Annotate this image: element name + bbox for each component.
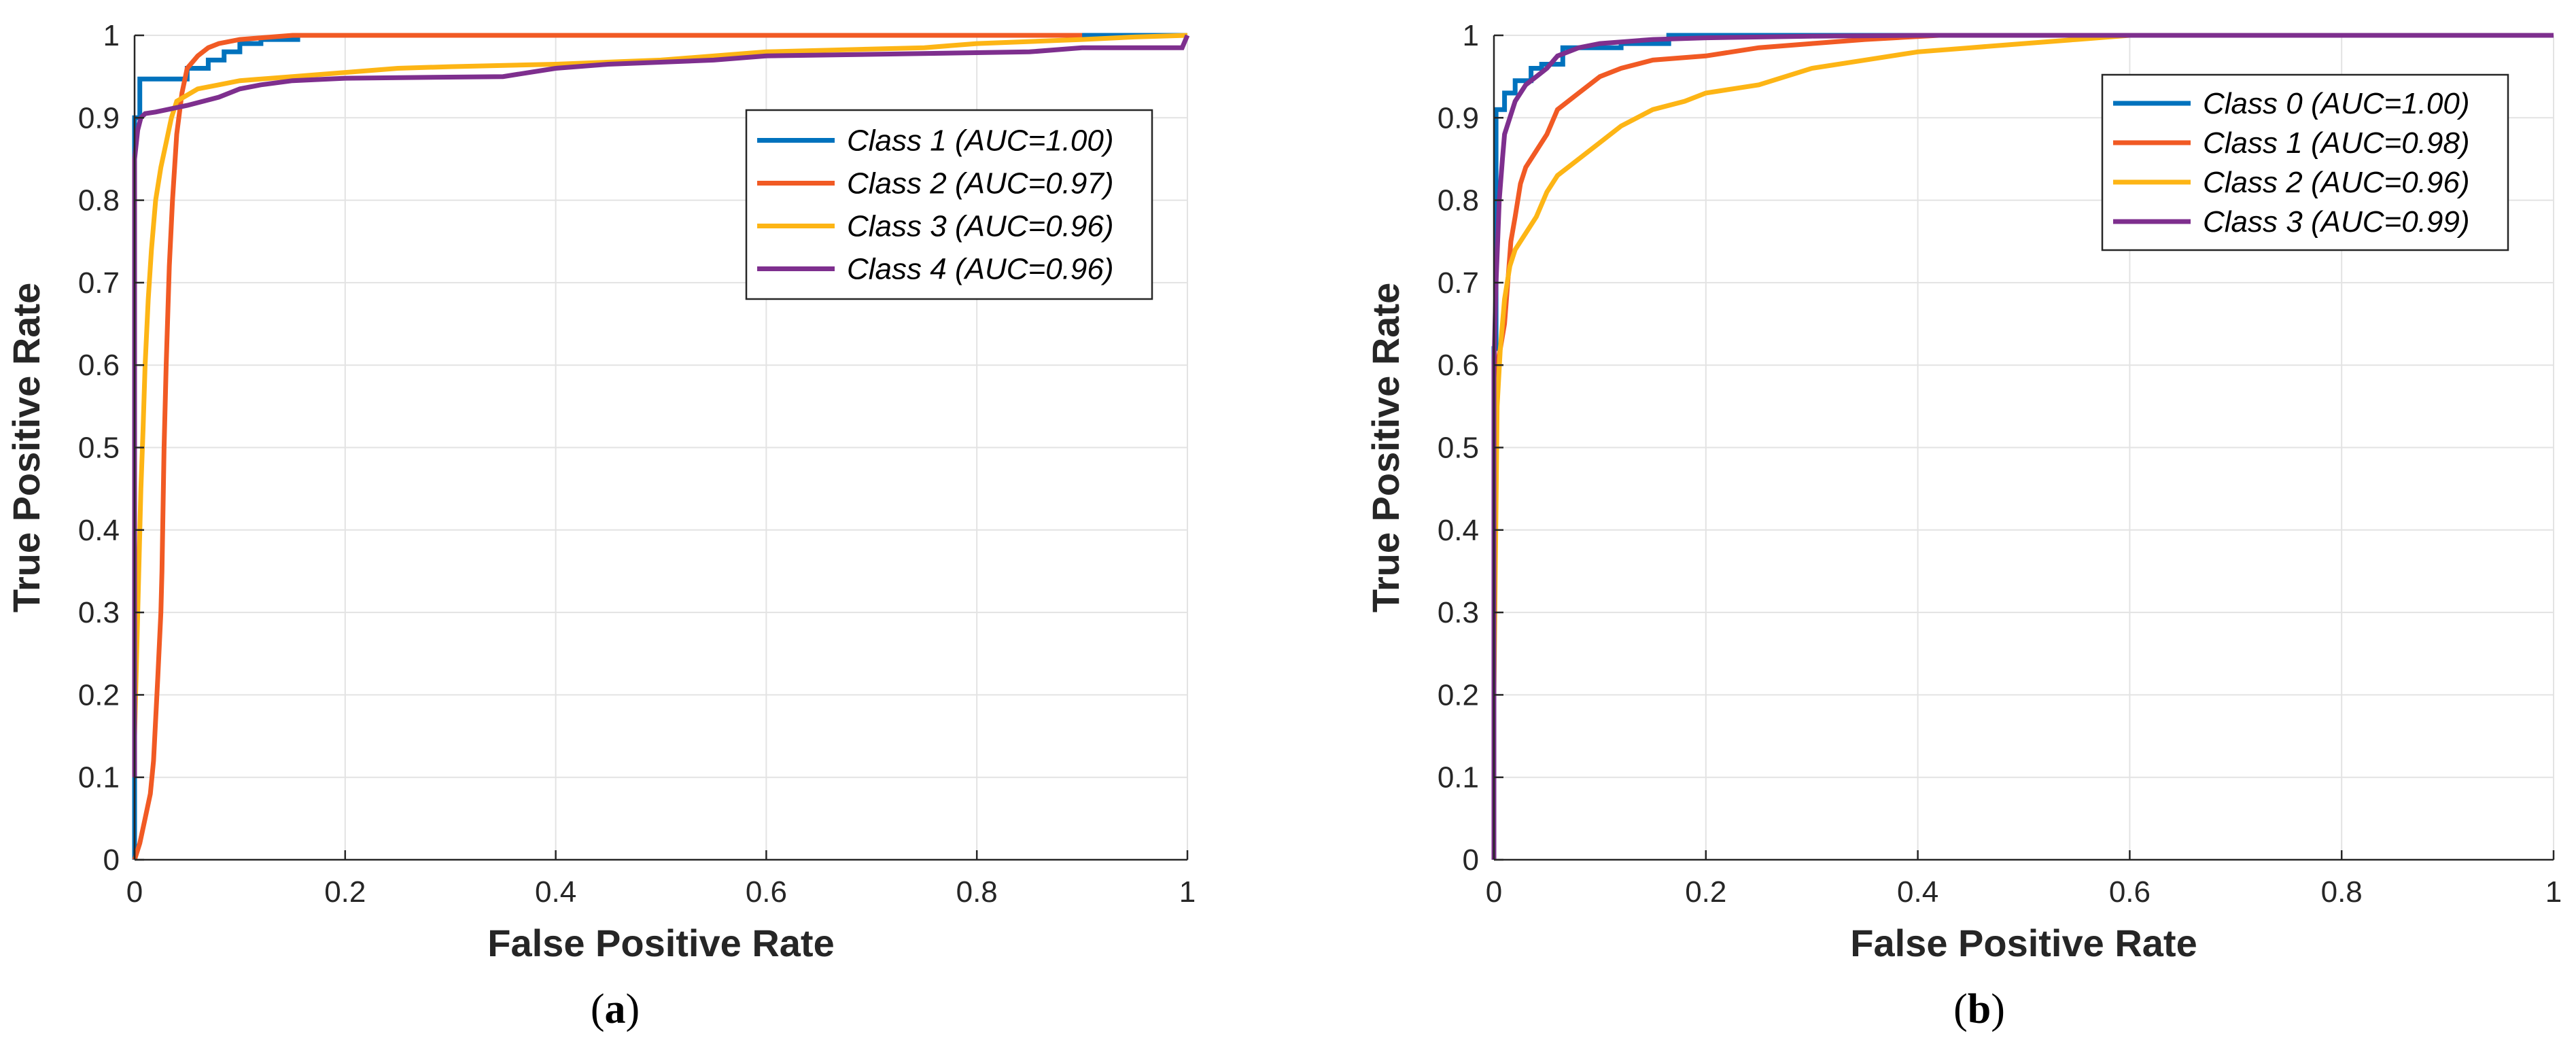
y-tick-label: 0.9 <box>1438 101 1479 135</box>
legend-label-series-4: Class 4 (AUC=0.96) <box>847 253 1113 286</box>
y-tick-label: 0.8 <box>78 184 120 217</box>
x-tick-label: 0.2 <box>324 875 366 909</box>
panel-caption: (b) <box>1953 986 2005 1032</box>
y-axis-label: True Positive Rate <box>1364 283 1407 613</box>
x-tick-label: 0.4 <box>535 875 576 909</box>
legend-label-series-2: Class 2 (AUC=0.97) <box>847 167 1113 200</box>
x-tick-label: 0.8 <box>956 875 998 909</box>
y-tick-label: 0.8 <box>1438 184 1479 217</box>
y-tick-label: 0.3 <box>1438 596 1479 629</box>
y-tick-label: 0.5 <box>1438 432 1479 465</box>
y-tick-label: 0.3 <box>78 596 120 629</box>
y-tick-label: 0.2 <box>78 678 120 712</box>
legend: Class 1 (AUC=1.00) Class 2 (AUC=0.97) Clas… <box>745 109 1153 300</box>
y-tick-label: 0.5 <box>78 432 120 465</box>
y-tick-label: 0.2 <box>1438 678 1479 712</box>
x-tick-label: 1 <box>2545 875 2562 909</box>
y-axis-label: True Positive Rate <box>5 283 48 613</box>
roc-panel-b: 0 0.2 0.4 0.6 0.8 100.10.20.30.40.50.60.70.80… <box>1364 19 2562 1032</box>
roc-curve-series-3 <box>1491 33 2554 695</box>
y-tick-label: 0.1 <box>78 761 120 794</box>
roc-curve-series-2 <box>132 33 1083 861</box>
y-tick-label: 0.6 <box>1438 349 1479 382</box>
y-tick-label: 0.6 <box>78 349 120 382</box>
legend: Class 0 (AUC=1.00) Class 1 (AUC=0.98) Clas… <box>2101 73 2509 251</box>
roc-panel-a: 0 0.2 0.4 0.6 0.8 100.10.20.30.40.50.60.70.80… <box>5 19 1196 1032</box>
roc-curve-series-1 <box>132 33 1187 860</box>
x-tick-label: 0.6 <box>2109 875 2151 909</box>
x-tick-label: 0.4 <box>1897 875 1938 909</box>
x-ticks: 0 0.2 0.4 0.6 0.8 1 <box>126 850 1196 909</box>
x-tick-label: 0.2 <box>1685 875 1726 909</box>
x-tick-label: 1 <box>1179 875 1196 909</box>
roc-curves <box>132 33 1190 861</box>
y-ticks: 0 0.1 0.2 0.3 0.4 0.5 0.6 0.7 0.8 0.9 1 <box>1438 19 1503 877</box>
x-axis-label: False Positive Rate <box>487 922 834 964</box>
legend-label-series-1: Class 0 (AUC=1.00) <box>2203 87 2469 120</box>
x-axis-label: False Positive Rate <box>1850 922 2197 964</box>
caption-paren-close: ) <box>626 986 640 1032</box>
y-tick-label: 0.7 <box>78 266 120 300</box>
y-tick-label: 0.1 <box>1438 761 1479 794</box>
y-tick-label: 0 <box>1463 843 1479 877</box>
x-tick-label: 0 <box>1486 875 1502 909</box>
legend-label-series-3: Class 2 (AUC=0.96) <box>2203 166 2469 199</box>
caption-letter: b <box>1968 986 1991 1032</box>
y-tick-label: 0 <box>103 843 120 877</box>
roc-curve-series-3 <box>132 33 1188 737</box>
y-tick-label: 1 <box>1463 19 1479 52</box>
caption-letter: a <box>605 986 626 1032</box>
caption-paren-open: ( <box>591 986 605 1032</box>
x-tick-label: 0.6 <box>746 875 787 909</box>
caption-paren-open: ( <box>1953 986 1968 1032</box>
legend-label-series-2: Class 1 (AUC=0.98) <box>2203 126 2469 160</box>
legend-label-series-1: Class 1 (AUC=1.00) <box>847 124 1113 158</box>
gridlines <box>134 35 1188 860</box>
y-tick-label: 0.4 <box>1438 514 1479 547</box>
y-tick-label: 0.9 <box>78 101 120 135</box>
x-ticks: 0 0.2 0.4 0.6 0.8 1 <box>1486 850 2562 909</box>
panel-caption: (a) <box>591 986 640 1032</box>
legend-label-series-3: Class 3 (AUC=0.96) <box>847 210 1113 243</box>
legend-label-series-4: Class 3 (AUC=0.99) <box>2203 205 2469 239</box>
x-tick-label: 0.8 <box>2321 875 2363 909</box>
caption-paren-close: ) <box>1991 986 2005 1032</box>
x-tick-label: 0 <box>126 875 143 909</box>
y-tick-label: 0.7 <box>1438 266 1479 300</box>
y-ticks: 0 0.1 0.2 0.3 0.4 0.5 0.6 0.7 0.8 0.9 1 <box>78 19 144 877</box>
y-tick-label: 0.4 <box>78 514 120 547</box>
roc-curve-series-4 <box>132 34 1190 778</box>
y-tick-label: 1 <box>103 19 120 52</box>
